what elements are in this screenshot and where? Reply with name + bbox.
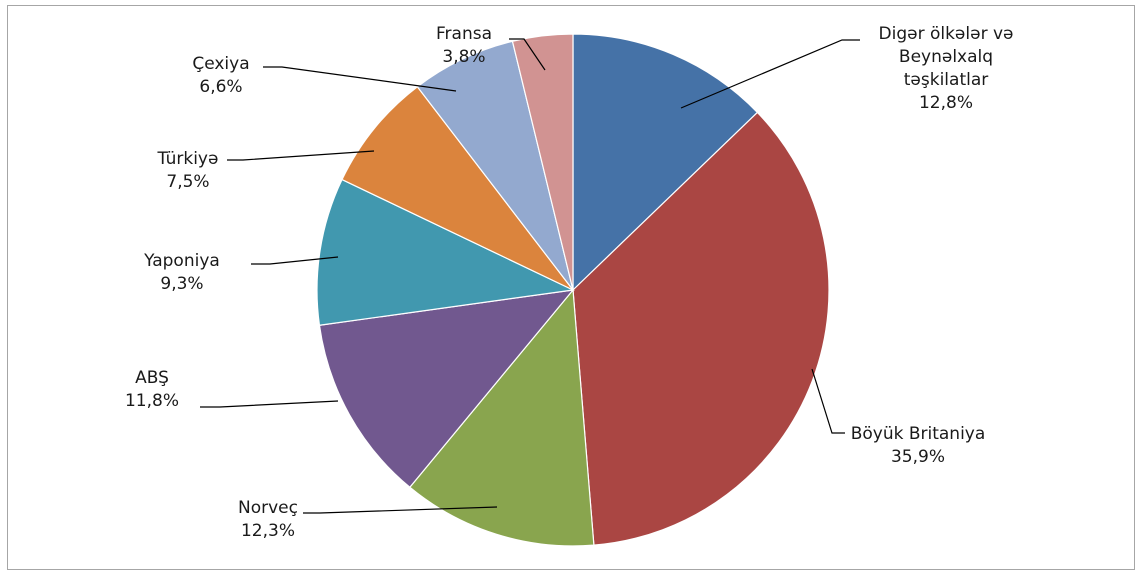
slice-name-line: ABŞ [135, 368, 169, 388]
slice-percent: 11,8% [125, 391, 179, 411]
pie-slice-2 [572, 111, 830, 546]
slice-percent: 35,9% [891, 447, 945, 467]
leader-lines-layer [200, 38, 860, 514]
data-label-1: Digər ölkələr və Beynəlxalq təşkilatlar 12,… [879, 24, 1014, 113]
leader-line-3 [303, 506, 498, 514]
data-label-2: Böyük Britaniya 35,9% [851, 424, 986, 467]
leader-line-6 [227, 150, 375, 161]
labels-layer: Digər ölkələr və Beynəlxalq təşkilatlar 12,… [125, 24, 1014, 541]
pie-slice-1 [572, 33, 759, 292]
slice-percent: 7,5% [166, 172, 209, 192]
pie-slice-3 [408, 288, 595, 547]
data-label-6: Türkiyə 7,5% [157, 149, 219, 192]
leader-line-5 [251, 256, 339, 265]
slices-layer [316, 33, 830, 547]
leader-line-2 [811, 368, 845, 434]
data-label-7: Çexiya 6,6% [192, 54, 249, 97]
leader-line-7 [263, 66, 457, 92]
slice-percent: 9,3% [160, 274, 203, 294]
slice-name-line: Beynəlxalq [899, 47, 993, 67]
slice-percent: 12,3% [241, 521, 295, 541]
data-label-4: ABŞ 11,8% [125, 368, 179, 411]
slice-name-line: təşkilatlar [904, 70, 989, 90]
slice-name-line: Digər ölkələr və [879, 24, 1014, 44]
leader-line-1 [680, 39, 860, 109]
pie-slice-4 [318, 289, 575, 489]
slice-name-line: Yaponiya [143, 251, 220, 271]
data-label-8: Fransa 3,8% [436, 24, 492, 67]
slice-name-line: Böyük Britaniya [851, 424, 986, 444]
data-label-5: Yaponiya 9,3% [143, 251, 220, 294]
slice-name-line: Türkiyə [157, 149, 219, 169]
slice-percent: 6,6% [199, 77, 242, 97]
pie-slice-5 [316, 178, 576, 326]
pie-slice-6 [341, 85, 574, 291]
slice-name-line: Norveç [238, 498, 298, 518]
slice-percent: 12,8% [919, 93, 973, 113]
leader-line-4 [200, 400, 339, 408]
slice-percent: 3,8% [442, 47, 485, 67]
slice-name-line: Çexiya [192, 54, 249, 74]
pie-slice-8 [511, 33, 574, 291]
leader-line-8 [509, 38, 546, 71]
data-label-3: Norveç 12,3% [238, 498, 298, 541]
slice-name-line: Fransa [436, 24, 492, 44]
